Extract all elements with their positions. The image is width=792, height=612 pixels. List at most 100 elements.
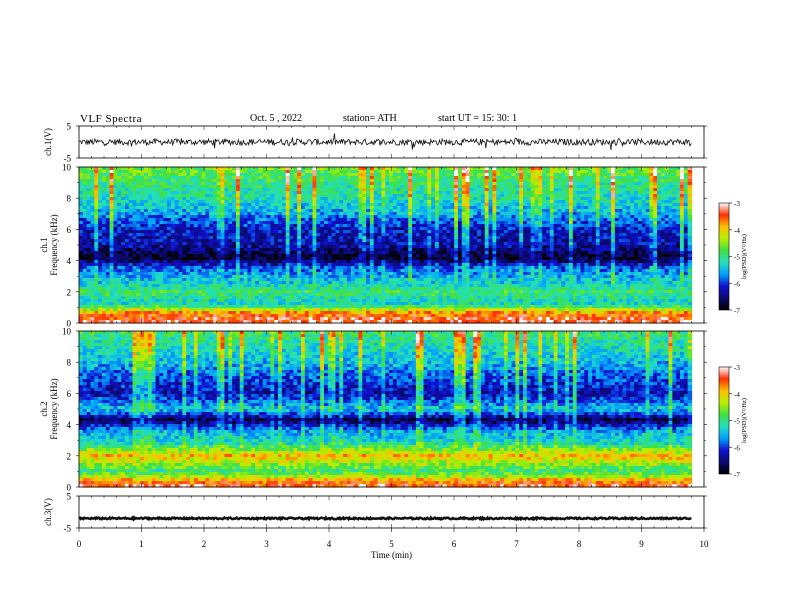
spectrogram-cell (385, 305, 390, 309)
spectrogram-cell (412, 173, 417, 177)
spectrogram-cell (193, 194, 199, 198)
spectrogram-cell (350, 212, 356, 216)
spectrogram-cell (147, 170, 153, 174)
spectrogram-cell (404, 239, 409, 243)
spectrogram-cell (220, 176, 226, 180)
spectrogram-cell (301, 275, 306, 279)
spectrogram-cell (415, 281, 421, 285)
spectrogram-cell (105, 245, 111, 249)
spectrogram-cell (320, 245, 325, 249)
spectrogram-cell (415, 305, 421, 309)
spectrogram-cell (266, 284, 272, 288)
spectrogram-cell (324, 263, 329, 267)
spectrogram-cell (163, 215, 168, 219)
spectrogram-cell (155, 197, 160, 201)
spectrogram-cell (220, 284, 226, 288)
spectrogram-cell (335, 233, 340, 237)
spectrogram-cell (293, 302, 298, 306)
spectrogram-cell (86, 200, 92, 204)
spectrogram-cell (90, 299, 95, 303)
spectrogram-cell (197, 239, 203, 243)
spectrogram-cell (155, 227, 160, 231)
spectrogram-cell (369, 317, 375, 321)
spectrogram-cell (140, 263, 145, 267)
spectrogram-cell (369, 296, 375, 300)
spectrogram-cell (220, 245, 226, 249)
spectrogram-cell (128, 311, 134, 315)
spectrogram-cell (132, 305, 138, 309)
spectrogram-cell (136, 257, 141, 261)
spectrogram-cell (358, 257, 363, 261)
spectrogram-cell (258, 236, 264, 240)
spectrogram-cell (155, 191, 160, 195)
spectrogram-cell (235, 269, 241, 273)
spectrogram-cell (266, 254, 272, 258)
spectrogram-cell (262, 245, 268, 249)
spectrogram-cell (197, 302, 203, 306)
spectrogram-cell (243, 254, 249, 258)
spectrogram-cell (190, 185, 195, 189)
spectrogram-cell (109, 200, 115, 204)
spectrogram-cell (331, 197, 337, 201)
spectrogram-cell (159, 200, 164, 204)
spectrogram-cell (266, 296, 272, 300)
spectrogram-cell (190, 209, 195, 213)
spectrogram-cell (327, 227, 333, 231)
spectrogram-cell (247, 275, 252, 279)
spectrogram-cell (239, 173, 245, 177)
spectrogram-cell (247, 302, 252, 306)
spectrogram-cell (197, 218, 203, 222)
spectrogram-cell (327, 221, 333, 225)
spectrogram-cell (113, 233, 118, 237)
spectrogram-cell (98, 314, 103, 318)
spectrogram-cell (201, 239, 206, 243)
spectrogram-cell (239, 254, 245, 258)
spectrogram-cell (278, 227, 283, 231)
spectrogram-cell (427, 299, 432, 303)
spectrogram-cell (105, 287, 111, 291)
spectrogram-cell (174, 167, 180, 171)
spectrogram-cell (331, 278, 337, 282)
spectrogram-cell (423, 293, 428, 297)
spectrogram-cell (174, 239, 180, 243)
spectrogram-cell (247, 218, 252, 222)
spectrogram-cell (197, 221, 203, 225)
spectrogram-cell (301, 206, 306, 210)
spectrogram-cell (419, 263, 425, 267)
spectrogram-cell (331, 260, 337, 264)
spectrogram-cell (320, 194, 325, 198)
spectrogram-cell (247, 206, 252, 210)
spectrogram-cell (350, 254, 356, 258)
spectrogram-cell (121, 227, 126, 231)
spectrogram-cell (90, 194, 95, 198)
spectrogram-cell (435, 275, 440, 279)
spectrogram-cell (362, 176, 367, 180)
spectrogram-cell (312, 242, 317, 246)
spectrogram-cell (343, 254, 348, 258)
spectrogram-cell (90, 191, 95, 195)
spectrogram-cell (239, 182, 245, 186)
spectrogram-cell (427, 284, 432, 288)
spectrogram-cell (205, 254, 210, 258)
spectrogram-cell (431, 254, 436, 258)
spectrogram-cell (121, 320, 126, 324)
spectrogram-cell (251, 221, 256, 225)
spectrogram-cell (343, 287, 348, 291)
spectrogram-cell (419, 308, 425, 312)
spectrogram-cell (220, 266, 226, 270)
spectrogram-cell (174, 194, 180, 198)
spectrogram-cell (435, 278, 440, 282)
spectrogram-cell (274, 317, 279, 321)
spectrogram-cell (419, 278, 425, 282)
spectrogram-cell (327, 284, 333, 288)
spectrogram-cell (423, 191, 428, 195)
spectrogram-cell (105, 233, 111, 237)
spectrogram-cell (350, 260, 356, 264)
spectrogram-cell (117, 320, 122, 324)
spectrogram-cell (373, 245, 379, 249)
spectrogram-cell (389, 227, 394, 231)
spectrogram-cell (105, 278, 111, 282)
spectrogram-cell (442, 182, 448, 186)
spectrogram-cell (346, 302, 352, 306)
spectrogram-cell (197, 293, 203, 297)
